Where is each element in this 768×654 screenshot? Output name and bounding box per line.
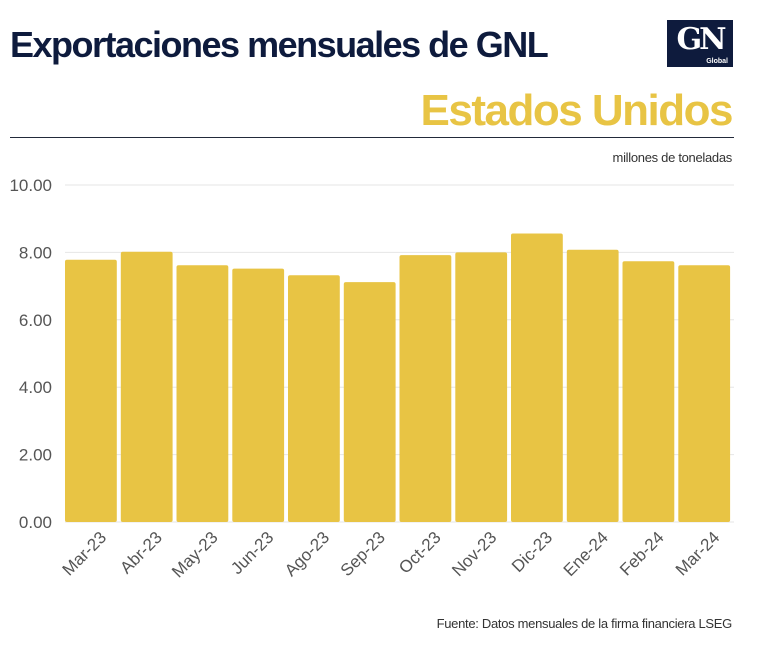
y-tick-label: 2.00 bbox=[19, 446, 52, 465]
x-tick-label: Ago-23 bbox=[281, 528, 333, 580]
y-tick-label: 8.00 bbox=[19, 243, 52, 262]
logo-mark: GN bbox=[676, 22, 726, 57]
x-tick-label: Mar-23 bbox=[59, 528, 111, 580]
bars bbox=[65, 233, 731, 522]
y-tick-label: 6.00 bbox=[19, 311, 52, 330]
bar-dic-23 bbox=[511, 233, 563, 522]
bar-mar-24 bbox=[678, 265, 731, 522]
gn-global-logo: GN Global bbox=[667, 20, 733, 67]
y-tick-label: 4.00 bbox=[19, 378, 52, 397]
header-divider bbox=[10, 137, 734, 138]
x-tick-label: Jun-23 bbox=[227, 528, 277, 578]
x-tick-label: Mar-24 bbox=[672, 528, 724, 580]
y-tick-label: 10.00 bbox=[9, 176, 52, 195]
x-tick-label: Sep-23 bbox=[337, 528, 389, 580]
bar-nov-23 bbox=[455, 252, 508, 522]
chart-title: Exportaciones mensuales de GNL bbox=[10, 24, 549, 65]
x-tick-label: Ene-24 bbox=[560, 528, 612, 580]
bar-abr-23 bbox=[120, 251, 173, 522]
units-label: millones de toneladas bbox=[612, 150, 733, 165]
chart-subtitle: Estados Unidos bbox=[420, 86, 734, 135]
x-tick-label: Nov-23 bbox=[448, 528, 500, 580]
logo-sub: Global bbox=[706, 58, 728, 65]
bar-feb-24 bbox=[622, 261, 675, 522]
x-tick-label: Dic-23 bbox=[508, 528, 556, 576]
bar-jun-23 bbox=[232, 268, 285, 522]
y-tick-label: 0.00 bbox=[19, 513, 52, 532]
y-axis: 0.00 2.00 4.00 6.00 8.00 10.00 bbox=[9, 176, 52, 532]
x-tick-label: Abr-23 bbox=[116, 528, 166, 578]
bar-ago-23 bbox=[288, 275, 340, 522]
bar-sep-23 bbox=[343, 282, 396, 522]
bar-may-23 bbox=[176, 265, 229, 522]
x-axis: Mar-23 Abr-23 May-23 Jun-23 Ago-23 Sep-23 Oct-… bbox=[59, 528, 724, 582]
x-tick-label: May-23 bbox=[168, 528, 222, 582]
bar-ene-24 bbox=[566, 249, 619, 522]
bar-oct-23 bbox=[399, 255, 452, 522]
x-tick-label: Feb-24 bbox=[616, 528, 668, 580]
bar-mar-23 bbox=[65, 259, 117, 522]
x-tick-label: Oct-23 bbox=[395, 528, 445, 578]
source-note: Fuente: Datos mensuales de la firma fina… bbox=[436, 616, 733, 631]
